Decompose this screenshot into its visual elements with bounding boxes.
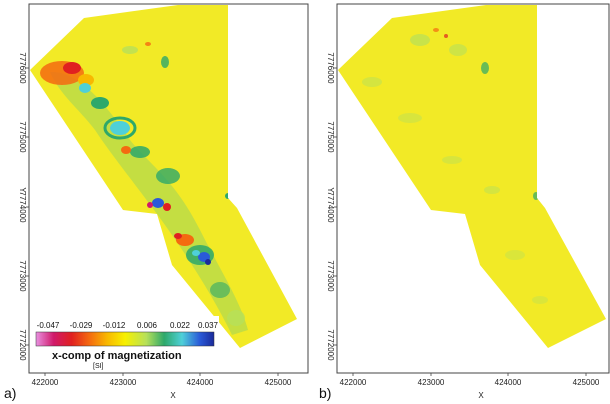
y-axis-label: Y <box>18 187 27 193</box>
colorbar-tick-label: -0.047 <box>37 321 60 330</box>
colorbar-tick-label: 0.037 <box>198 321 219 330</box>
y-tick-label: 7774000 <box>326 191 335 223</box>
colorbar-title: x-comp of magnetization <box>52 350 182 362</box>
colorbar-tick-label: -0.029 <box>70 321 93 330</box>
anomaly-green-b1 <box>410 34 430 46</box>
anomaly-field-b <box>362 28 548 304</box>
survey-area-b <box>338 5 606 348</box>
x-tick-label: 424000 <box>187 378 214 387</box>
anomaly-green-b7 <box>484 186 500 194</box>
anomaly-green-a9 <box>122 46 138 54</box>
anomaly-green-a8 <box>161 56 169 68</box>
green-belt-a <box>50 71 248 335</box>
anomaly-green-b2 <box>449 44 467 56</box>
y-axis-label: Y <box>326 187 335 193</box>
y-tick-label: 7775000 <box>18 121 27 153</box>
anomaly-cyan-a3 <box>192 250 200 256</box>
anomaly-green-b6 <box>442 156 462 164</box>
anomaly-green-a3 <box>130 146 150 158</box>
anomaly-orange-a3 <box>121 146 131 154</box>
x-tick-label: 425000 <box>265 378 292 387</box>
panel-label-a: a) <box>4 385 16 401</box>
axes-a: 422000 423000 424000 425000 7776000 7775000 77… <box>18 52 292 400</box>
colorbar-tick-label: -0.012 <box>103 321 126 330</box>
anomaly-red-a3 <box>174 233 182 239</box>
anomaly-field-a <box>40 42 248 335</box>
anomaly-orange-a2 <box>78 74 94 86</box>
x-tick-label: 425000 <box>573 378 600 387</box>
anomaly-orange-b1 <box>433 28 439 32</box>
panel-a: -0.047 -0.029 -0.012 0.006 0.022 0.037 x-comp… <box>4 3 309 401</box>
anomaly-green-a7 <box>227 310 245 326</box>
axes-b: 422000 423000 424000 425000 7776000 7775000 77… <box>326 52 600 400</box>
y-tick-label: 7776000 <box>326 52 335 84</box>
anomaly-green-b3 <box>481 62 489 74</box>
anomaly-navy-a1 <box>205 259 211 265</box>
x-tick-label: 423000 <box>418 378 445 387</box>
anomaly-magenta-a1 <box>147 202 153 208</box>
anomaly-green-b5 <box>398 113 422 123</box>
x-axis-label: X <box>478 391 484 400</box>
x-axis-label: X <box>170 391 176 400</box>
anomaly-green-b10 <box>532 296 548 304</box>
anomaly-cyan-a2 <box>110 121 130 135</box>
anomaly-green-b9 <box>505 250 525 260</box>
x-tick-label: 422000 <box>340 378 367 387</box>
anomaly-green-a2 <box>103 116 137 140</box>
colorbar: -0.047 -0.029 -0.012 0.006 0.022 0.037 x-comp… <box>31 316 219 372</box>
anomaly-red-a1 <box>63 62 81 74</box>
colorbar-tick-labels: -0.047 -0.029 -0.012 0.006 0.022 0.037 <box>37 321 219 330</box>
y-tick-label: 7772000 <box>326 329 335 361</box>
y-tick-label: 7776000 <box>18 52 27 84</box>
y-tick-label: 7773000 <box>326 260 335 292</box>
x-tick-label: 424000 <box>495 378 522 387</box>
anomaly-orange-a5 <box>145 42 151 46</box>
y-tick-label: 7774000 <box>18 191 27 223</box>
colorbar-tick-label: 0.006 <box>137 321 158 330</box>
y-tick-label: 7773000 <box>18 260 27 292</box>
colorbar-tick-label: 0.022 <box>170 321 191 330</box>
y-tick-label: 7775000 <box>326 121 335 153</box>
x-tick-label: 422000 <box>32 378 59 387</box>
anomaly-green-a4 <box>156 168 180 184</box>
panel-label-b: b) <box>319 385 331 401</box>
colorbar-ramp <box>35 331 215 347</box>
anomaly-green-a6 <box>210 282 230 298</box>
y-tick-label: 7772000 <box>18 329 27 361</box>
colorbar-unit: [SI] <box>93 363 104 370</box>
anomaly-cyan-a1 <box>79 83 91 93</box>
anomaly-red-a2 <box>163 203 171 211</box>
x-tick-label: 423000 <box>110 378 137 387</box>
anomaly-green-b4 <box>362 77 382 87</box>
anomaly-red-b1 <box>444 34 448 38</box>
anomaly-green-a1 <box>91 97 109 109</box>
anomaly-blue-a1 <box>152 198 164 208</box>
panel-b: 422000 423000 424000 425000 7776000 7775000 77… <box>319 3 610 401</box>
